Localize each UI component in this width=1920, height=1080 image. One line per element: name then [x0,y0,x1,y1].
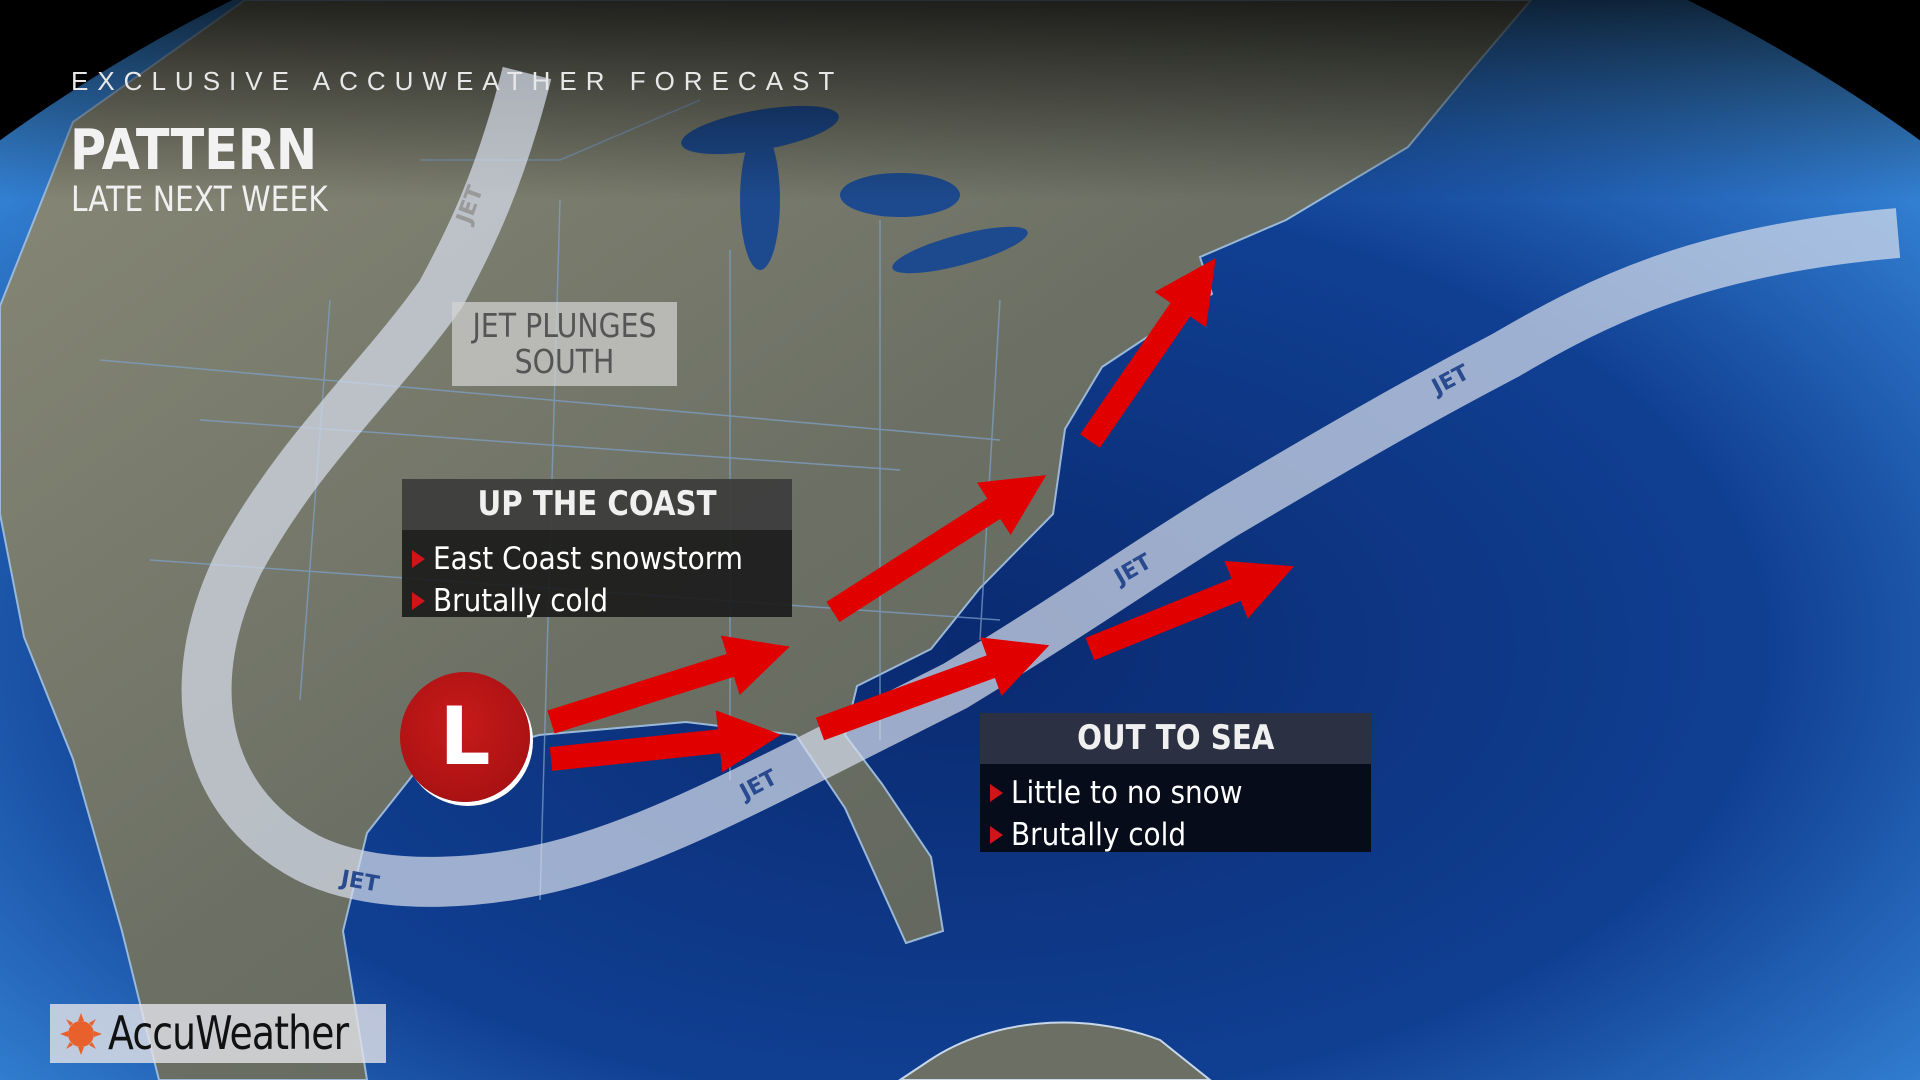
panel-title: UP THE COAST [402,479,792,530]
jet-stream [181,66,1901,907]
arrow-gulf-south [549,710,782,773]
panel-title: OUT TO SEA [980,713,1371,764]
list-item: Brutally cold [990,812,1361,854]
bullet-triangle-icon [990,783,1003,802]
accuweather-logo: AccuWeather [50,1004,386,1063]
storm-track-arrows [547,258,1294,773]
sun-icon [60,1013,102,1055]
arrow-out-to-sea [1085,560,1294,661]
bullet-triangle-icon [412,591,425,610]
page-title: PATTERN [70,118,318,183]
list-item: Little to no snow [990,770,1361,812]
low-pressure-icon: L [400,672,530,802]
logo-text: AccuWeather [108,1006,349,1060]
up-the-coast-panel: UP THE COAST East Coast snowstorm Brutal… [402,479,792,620]
jet-label-line1: JET PLUNGES [472,306,657,345]
arrow-gulf-north [547,635,790,734]
list-item: Brutally cold [412,578,782,620]
out-to-sea-panel: OUT TO SEA Little to no snow Brutally co… [980,713,1371,854]
kicker-text: EXCLUSIVE ACCUWEATHER FORECAST [71,66,844,96]
bullet-triangle-icon [412,549,425,568]
arrow-carolinas [826,475,1047,623]
list-item: East Coast snowstorm [412,536,782,578]
jet-label-line2: SOUTH [514,342,615,381]
cuba-land [896,1021,1213,1080]
jet-plunges-label: JET PLUNGES SOUTH [452,302,677,386]
page-subtitle: LATE NEXT WEEK [71,180,328,220]
bullet-triangle-icon [990,825,1003,844]
arrow-northeast [1080,258,1216,448]
arrow-florida [815,637,1050,741]
